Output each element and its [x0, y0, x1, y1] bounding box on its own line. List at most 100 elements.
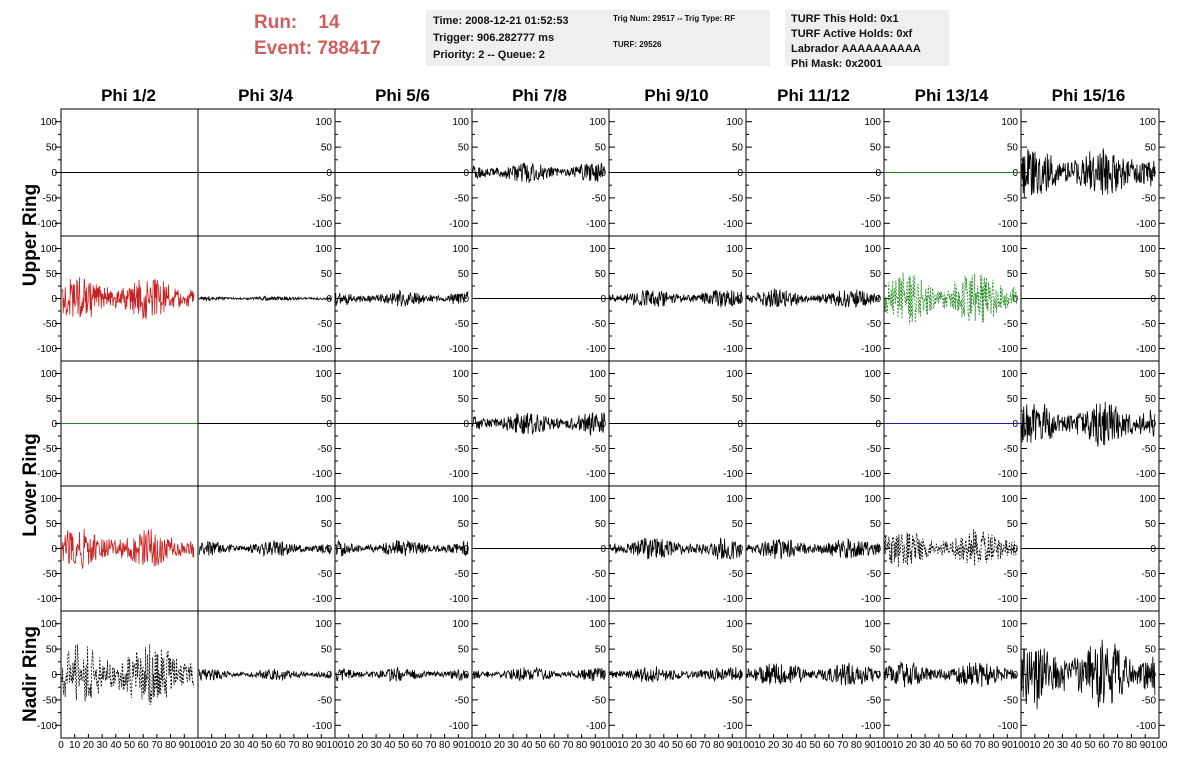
y-tick-label: -50 — [318, 319, 333, 330]
y-tick-label: 100 — [40, 244, 57, 255]
x-tick-label: 20 — [768, 740, 780, 751]
column-title: Phi 11/12 — [777, 86, 850, 105]
y-tick-label: 100 — [864, 117, 881, 128]
y-tick-label: 100 — [589, 494, 606, 505]
x-tick-label: 50 — [947, 740, 959, 751]
y-tick-label: 50 — [458, 519, 470, 530]
time-info-box: Time: 2008-12-21 01:52:53 Trigger: 906.2… — [426, 10, 616, 66]
x-tick-label: 80 — [576, 740, 588, 751]
y-tick-label: -100 — [586, 594, 606, 605]
y-tick-label: -100 — [861, 469, 881, 480]
phi-mask-line: Phi Mask: 0x2001 — [791, 58, 883, 70]
y-tick-label: 0 — [875, 419, 881, 430]
y-tick-label: 0 — [1012, 544, 1018, 555]
x-tick-label: 20 — [357, 740, 369, 751]
waveform-trace — [746, 538, 880, 560]
y-tick-label: 0 — [600, 168, 606, 179]
y-tick-label: 50 — [732, 519, 744, 530]
column-title: Phi 3/4 — [238, 86, 293, 105]
y-tick-label: -100 — [861, 594, 881, 605]
column-title: Phi 9/10 — [644, 86, 709, 105]
y-tick-label: -50 — [729, 319, 744, 330]
x-tick-label: 60 — [138, 740, 150, 751]
y-tick-label: 100 — [40, 369, 57, 380]
y-tick-label: -100 — [586, 344, 606, 355]
x-tick-label: 30 — [782, 740, 794, 751]
y-tick-label: 100 — [726, 494, 743, 505]
y-tick-label: 50 — [458, 394, 470, 405]
y-tick-label: -50 — [318, 193, 333, 204]
y-tick-label: -50 — [1142, 569, 1157, 580]
y-tick-label: 100 — [315, 369, 332, 380]
time-line: Time: 2008-12-21 01:52:53 — [433, 15, 569, 27]
y-tick-label: 50 — [458, 269, 470, 280]
y-tick-label: 50 — [595, 394, 607, 405]
x-tick-label: 60 — [686, 740, 698, 751]
x-tick-label: 100 — [1013, 740, 1030, 751]
y-tick-label: 100 — [589, 244, 606, 255]
x-tick-label: 70 — [699, 740, 711, 751]
x-tick-label: 30 — [645, 740, 657, 751]
x-tick-label: 50 — [535, 740, 547, 751]
waveform-trace — [884, 272, 1018, 325]
y-tick-label: 100 — [864, 494, 881, 505]
x-tick-label: 100 — [738, 740, 755, 751]
y-tick-label: 0 — [51, 168, 57, 179]
x-tick-label: 50 — [672, 740, 684, 751]
waveform-trace — [884, 660, 1018, 688]
x-tick-label: 10 — [1029, 740, 1041, 751]
x-tick-label: 20 — [83, 740, 95, 751]
x-tick-label: 80 — [713, 740, 725, 751]
y-tick-label: -50 — [1142, 695, 1157, 706]
y-tick-label: -100 — [998, 721, 1018, 732]
y-tick-label: 50 — [732, 645, 744, 656]
y-tick-label: 50 — [1145, 645, 1157, 656]
y-tick-label: 100 — [1139, 117, 1156, 128]
y-tick-label: -50 — [455, 319, 470, 330]
y-tick-label: 50 — [458, 143, 470, 154]
y-tick-label: 50 — [732, 143, 744, 154]
y-tick-label: -50 — [455, 193, 470, 204]
y-tick-label: -100 — [998, 594, 1018, 605]
y-tick-label: 100 — [1139, 619, 1156, 630]
waveform-trace — [746, 662, 881, 686]
waveform-trace — [1021, 401, 1156, 447]
y-tick-label: 0 — [326, 168, 332, 179]
y-tick-label: -50 — [867, 695, 882, 706]
x-tick-label: 90 — [179, 740, 191, 751]
x-tick-label: 90 — [1140, 740, 1152, 751]
x-tick-label: 40 — [658, 740, 670, 751]
y-tick-label: 100 — [589, 619, 606, 630]
y-tick-label: -100 — [861, 344, 881, 355]
y-tick-label: 0 — [600, 544, 606, 555]
y-tick-label: -100 — [449, 721, 469, 732]
turf-count-line: TURF: 29526 — [613, 40, 662, 49]
trigger-info-box: Trig Num: 29517 -- Trig Type: RF TURF: 2… — [605, 10, 770, 66]
x-tick-label: 40 — [384, 740, 396, 751]
x-tick-label: 100 — [190, 740, 207, 751]
y-tick-label: -50 — [43, 695, 58, 706]
x-tick-label: 10 — [480, 740, 492, 751]
y-tick-label: 100 — [1001, 369, 1018, 380]
y-tick-label: -100 — [998, 344, 1018, 355]
y-tick-label: 0 — [463, 168, 469, 179]
x-tick-label: 80 — [302, 740, 314, 751]
y-tick-label: -50 — [1004, 569, 1019, 580]
y-tick-label: 100 — [452, 494, 469, 505]
y-tick-label: 100 — [726, 117, 743, 128]
y-tick-label: -50 — [1142, 319, 1157, 330]
y-tick-label: 50 — [46, 645, 58, 656]
y-tick-label: -50 — [1004, 319, 1019, 330]
x-tick-label: 50 — [261, 740, 273, 751]
x-tick-label: 50 — [398, 740, 410, 751]
y-tick-label: 0 — [463, 544, 469, 555]
y-tick-label: 50 — [870, 269, 882, 280]
x-tick-label: 30 — [234, 740, 246, 751]
y-tick-label: -100 — [1136, 721, 1156, 732]
column-title: Phi 15/16 — [1051, 86, 1126, 105]
y-tick-label: 50 — [595, 519, 607, 530]
y-tick-label: -100 — [861, 219, 881, 230]
x-tick-label: 10 — [206, 740, 218, 751]
y-tick-label: 50 — [595, 269, 607, 280]
